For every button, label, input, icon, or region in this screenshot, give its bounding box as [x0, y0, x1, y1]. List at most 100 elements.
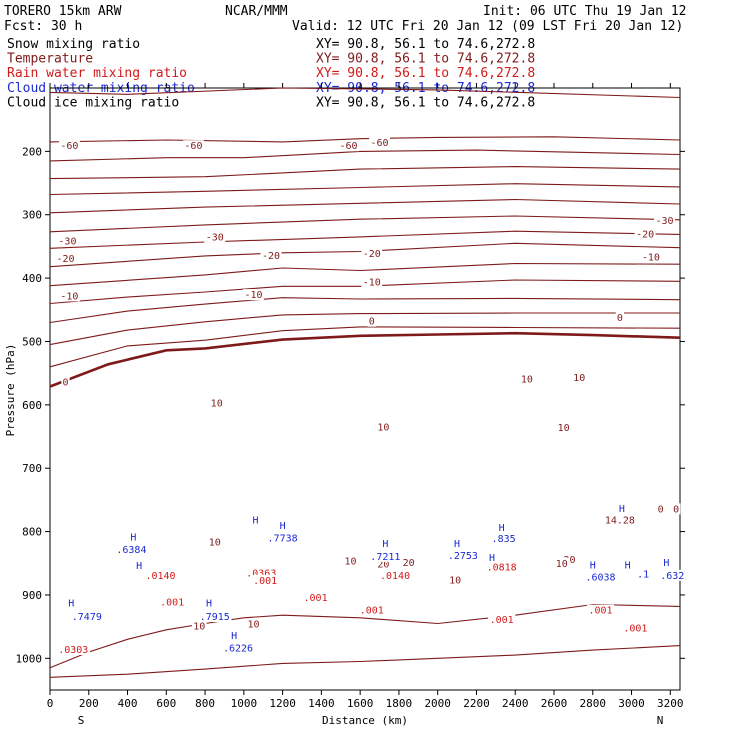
fields-legend: Snow mixing ratio XY= 90.8, 56.1 to 74.6,…: [7, 37, 535, 110]
field-xy: XY= 90.8, 56.1 to 74.6,272.8: [316, 66, 535, 81]
cloud-water-label: .6384: [116, 545, 146, 556]
annotation-label: 10: [449, 575, 461, 586]
high-marker: H: [499, 523, 505, 534]
temperature-label: -20: [636, 229, 654, 240]
y-axis-label: Pressure (hPa): [4, 344, 17, 437]
temperature-contour: [49, 242, 681, 268]
temperature-contour: [49, 198, 681, 214]
label-knockout: [56, 643, 91, 655]
high-marker: H: [231, 631, 237, 642]
label-knockout: [369, 137, 390, 149]
high-marker: H: [130, 533, 136, 544]
label-knockout: [158, 596, 186, 608]
temperature-label: 20: [563, 555, 575, 566]
x-tick-label: 1600: [347, 697, 374, 710]
label-knockout: [143, 569, 178, 581]
rain-water-label: .001: [360, 606, 384, 617]
temperature-label: 0: [673, 504, 679, 515]
cloud-water-label: .2753: [448, 551, 478, 562]
annotation-label: 10: [193, 622, 205, 633]
cloud-water-label: .7915: [200, 612, 230, 623]
freezing-level-contour: [49, 331, 681, 388]
model-title: TORERO 15km ARW: [4, 4, 122, 19]
field-name: Cloud ice mixing ratio: [7, 95, 179, 110]
annotation-label: 10: [556, 559, 568, 570]
temperature-label: 20: [403, 558, 415, 569]
annotation-label: 14.28: [605, 516, 635, 527]
label-knockout: [361, 247, 383, 259]
cloud-water-label: .6038: [585, 573, 615, 584]
x-tick-label: 2400: [502, 697, 529, 710]
temperature-label: -10: [642, 253, 660, 264]
forecast-hour: Fcst: 30 h: [4, 19, 82, 34]
high-marker: H: [136, 561, 142, 572]
field-xy: XY= 90.8, 56.1 to 74.6,272.8: [316, 37, 535, 52]
temperature-label: 10: [558, 423, 570, 434]
label-knockout: [191, 620, 207, 632]
contour-labels: -60 -60 -60 -60-30-30 -30 -20-20 -20 -20 -10-10-…: [55, 137, 686, 656]
temperature-label: 10: [377, 423, 389, 434]
label-knockout: [376, 558, 391, 570]
x-tick-label: 1400: [308, 697, 335, 710]
label-knockout: [634, 228, 656, 240]
label-knockout: [603, 514, 637, 526]
label-knockout: [583, 571, 618, 583]
x-tick-label: 3200: [657, 697, 684, 710]
y-tick-label: 800: [22, 526, 42, 539]
field-name: Snow mixing ratio: [7, 37, 140, 52]
temperature-contour: [49, 297, 681, 324]
label-knockout: [615, 311, 625, 323]
temperature-label: 10: [521, 374, 533, 385]
label-knockout: [658, 569, 686, 581]
x-tick-label: 2800: [580, 697, 607, 710]
label-knockout: [368, 550, 403, 562]
temperature-label: 0: [617, 313, 623, 324]
label-knockout: [56, 235, 78, 247]
rain-water-label: .001: [588, 606, 612, 617]
temperature-label: -30: [655, 216, 673, 227]
label-knockout: [554, 557, 570, 569]
x-tick-label: 2600: [541, 697, 568, 710]
label-knockout: [586, 604, 615, 616]
x-tick-label: 600: [156, 697, 176, 710]
x-tick-label: 3000: [618, 697, 645, 710]
x-tick-label: 2200: [463, 697, 490, 710]
label-knockout: [562, 553, 577, 565]
label-knockout: [656, 503, 665, 515]
x-tick-label: 200: [79, 697, 99, 710]
label-knockout: [221, 642, 255, 654]
x-tick-label: 400: [118, 697, 138, 710]
temperature-label: 0: [62, 378, 68, 389]
label-knockout: [358, 604, 386, 616]
cloud-water-label: .6226: [223, 644, 253, 655]
label-knockout: [182, 140, 204, 152]
rain-water-label: .001: [490, 615, 514, 626]
x-tick-label: 1000: [231, 697, 258, 710]
temperature-label: 10: [573, 373, 585, 384]
rain-water-label: .001: [253, 576, 277, 587]
high-marker: H: [663, 558, 669, 569]
temperature-label: 0: [658, 504, 664, 515]
y-tick-label: 900: [22, 589, 42, 602]
high-marker: H: [489, 553, 495, 564]
label-knockout: [338, 140, 359, 152]
y-tick-label: 200: [22, 145, 42, 158]
temperature-contour: [49, 262, 681, 287]
label-knockout: [556, 422, 571, 434]
label-knockout: [70, 611, 104, 623]
right-endpoint: N: [657, 714, 664, 727]
cloud-water-label: .7479: [72, 612, 102, 623]
annotation-label: 10: [344, 556, 356, 567]
label-knockout: [55, 252, 76, 264]
y-tick-label: 1000: [16, 652, 43, 665]
init-time: Init: 06 UTC Thu 19 Jan 12: [483, 4, 687, 19]
label-knockout: [484, 561, 519, 573]
y-tick-label: 400: [22, 272, 42, 285]
cloud-water-label: .1: [637, 570, 649, 581]
y-tick-label: 600: [22, 399, 42, 412]
label-knockout: [571, 372, 587, 384]
temperature-contour: [49, 603, 681, 669]
left-endpoint: S: [78, 714, 85, 727]
temperature-label: -10: [60, 291, 78, 302]
rain-water-label: .001: [304, 593, 328, 604]
